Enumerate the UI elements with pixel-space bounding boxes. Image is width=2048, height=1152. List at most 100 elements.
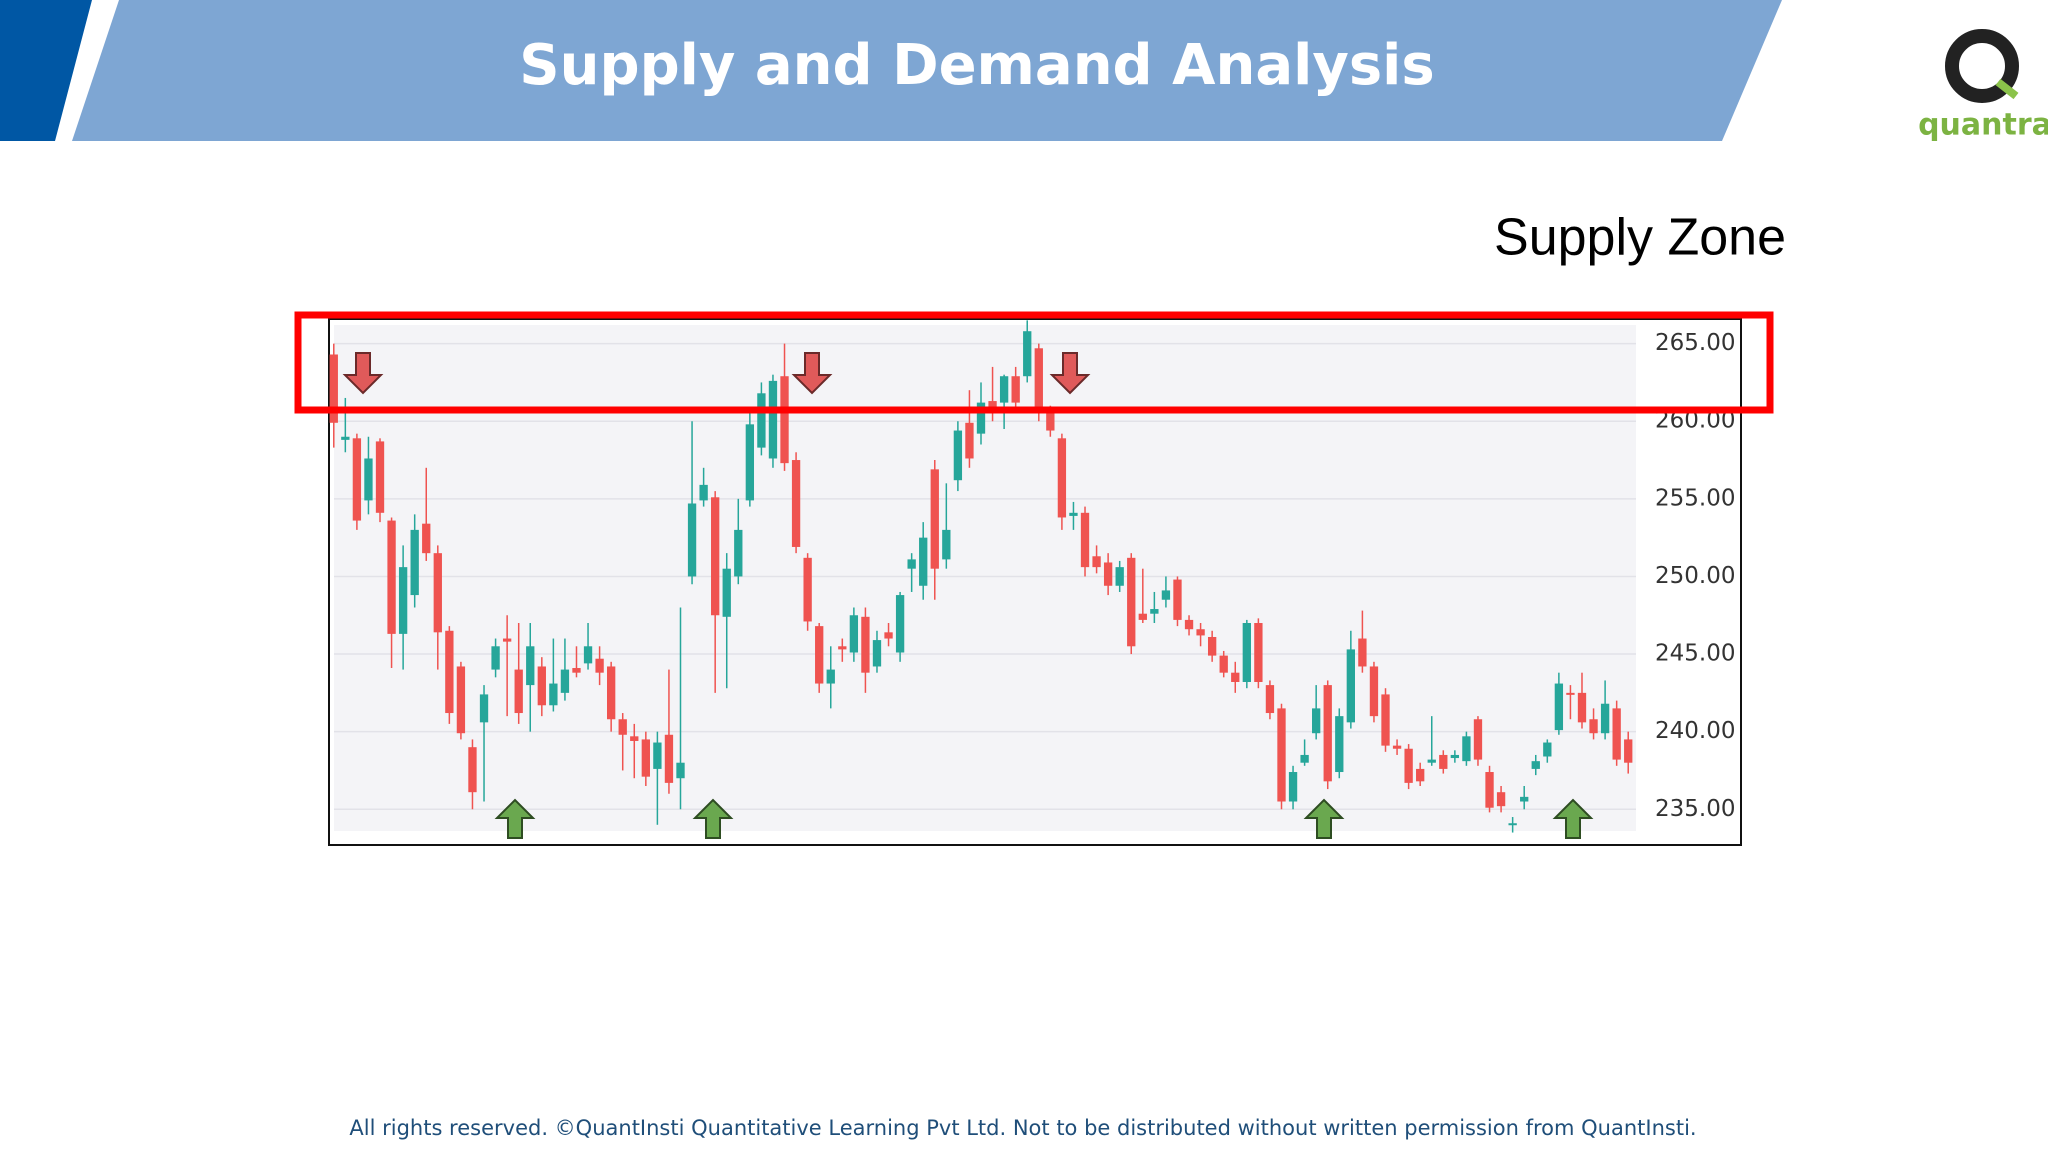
y-tick-label: 240.00 (1655, 718, 1735, 744)
candle-body (537, 666, 546, 706)
candle-body (999, 376, 1009, 403)
candle-body (1277, 708, 1286, 802)
supply-arrows (342, 352, 1091, 395)
candle-body (1242, 623, 1251, 682)
candle-body (1462, 736, 1471, 762)
candle-body (872, 640, 882, 667)
candle-body (1346, 649, 1356, 723)
candle-body (849, 615, 859, 653)
candle-body (1566, 692, 1575, 695)
candle-body (375, 441, 385, 513)
candle-body (976, 402, 986, 434)
candle-body (1369, 666, 1379, 717)
grid (334, 342, 1636, 811)
candle-body (549, 683, 558, 706)
candle-body (1392, 745, 1402, 749)
candle-body (826, 669, 835, 684)
candle-body (502, 638, 512, 642)
down-arrow (1049, 352, 1091, 395)
up-arrow (1552, 798, 1594, 839)
candle-body (1600, 703, 1610, 734)
candle-body (445, 630, 454, 714)
logo-text: quantra (1918, 108, 2048, 143)
candle-body (1439, 754, 1448, 769)
candle-body (745, 424, 755, 501)
y-tick-label: 245.00 (1655, 641, 1735, 667)
candle-body (1473, 719, 1483, 760)
candle-body (1092, 556, 1101, 568)
candle-body (583, 646, 593, 664)
candle-body (364, 458, 373, 501)
down-arrow (342, 352, 384, 395)
candle-body (838, 646, 847, 650)
candle-body (618, 719, 627, 735)
candle-body (560, 669, 570, 693)
y-tick-label: 265.00 (1655, 330, 1735, 356)
candle-body (676, 762, 685, 779)
candle-body (422, 523, 431, 554)
candle-body (468, 747, 477, 793)
candle-body (1416, 768, 1425, 782)
y-tick-label: 255.00 (1655, 485, 1735, 511)
candle-body (791, 460, 801, 547)
candle-body (664, 734, 674, 783)
footer: All rights reserved. ©QuantInsti Quantit… (349, 1116, 1696, 1140)
candle-body (514, 669, 523, 714)
candle-body (630, 736, 639, 741)
candle-body (919, 537, 928, 586)
candle-body (687, 503, 697, 577)
candle-body (352, 438, 362, 521)
candle-body (1150, 609, 1159, 614)
candle-body (1577, 692, 1587, 723)
candle-body (1231, 672, 1240, 682)
candle-body (757, 393, 766, 448)
down-arrow (791, 352, 833, 395)
candle-body (433, 553, 442, 633)
candle-body (884, 632, 893, 639)
candle-body (479, 694, 489, 723)
candle-body (1300, 754, 1309, 763)
candle-body (1531, 761, 1540, 769)
candle-body (965, 422, 974, 459)
candle-body (803, 557, 812, 622)
candle-body (1485, 772, 1494, 808)
candle-body (1184, 619, 1194, 630)
candle-body (1520, 796, 1529, 802)
candle-body (491, 646, 500, 670)
candle-body (1173, 579, 1182, 620)
candle-body (1554, 683, 1564, 731)
header-band (72, 0, 1782, 141)
candle-body (1069, 512, 1078, 516)
candle-body (387, 520, 396, 634)
candle-body (1323, 685, 1332, 782)
up-arrow (494, 798, 536, 839)
candle-body (1404, 748, 1413, 783)
y-tick-label: 235.00 (1655, 796, 1735, 822)
y-tick-label: 250.00 (1655, 563, 1735, 589)
candle-body (1127, 557, 1136, 647)
logo-ring (1945, 29, 2019, 103)
candle-body (526, 646, 535, 686)
candle-body (410, 529, 419, 596)
candle-body (768, 380, 778, 459)
candle-body (711, 497, 720, 616)
candle-body (329, 354, 338, 423)
candle-body (1508, 823, 1517, 826)
slide-title: Supply and Demand Analysis (519, 33, 1434, 98)
candle-body (1612, 708, 1621, 760)
candle-body (722, 568, 731, 617)
candle-body (734, 529, 743, 577)
candle-body (1196, 629, 1205, 636)
candle-body (341, 436, 350, 440)
candle-body (1624, 739, 1633, 763)
candle-body (595, 658, 604, 673)
y-axis: 235.00240.00245.00250.00255.00260.00265.… (1655, 330, 1735, 822)
candle-body (861, 616, 870, 673)
candle-body (456, 666, 466, 734)
candle-body (1057, 438, 1067, 518)
candle-body (699, 484, 708, 501)
candle-body (1496, 792, 1506, 807)
candle-body (1589, 719, 1598, 734)
candle-body (1335, 716, 1344, 773)
